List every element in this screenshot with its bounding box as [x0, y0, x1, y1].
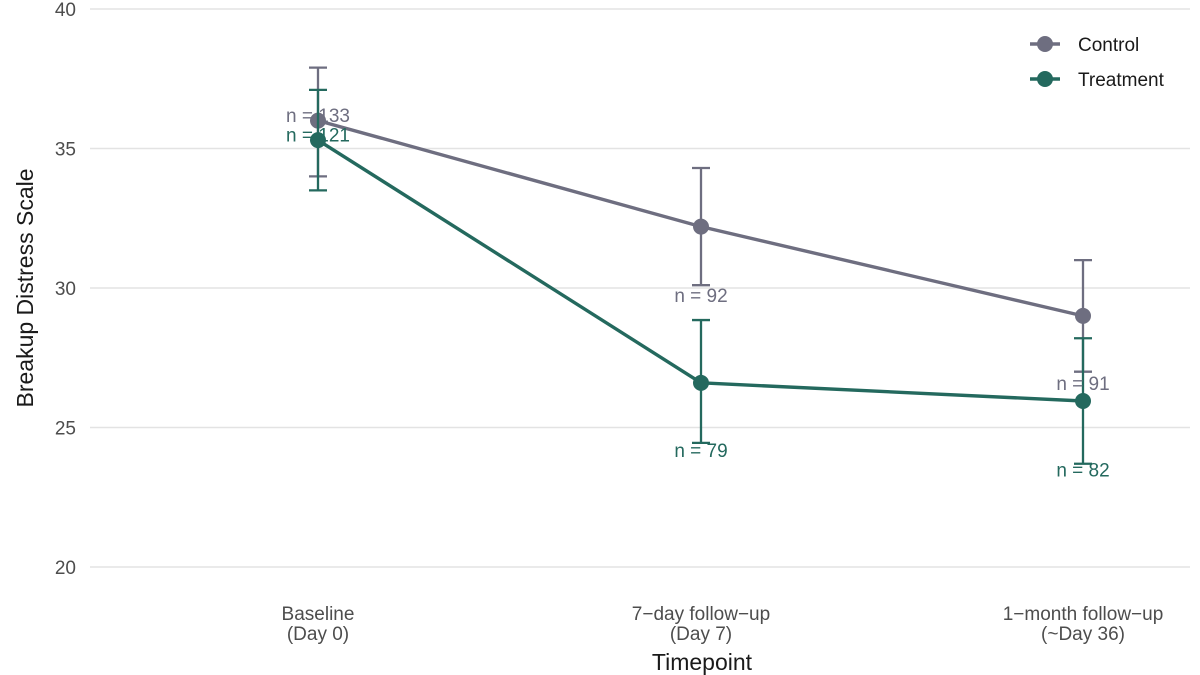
x-tick-label: 7−day follow−up: [632, 604, 770, 625]
legend-item: Control: [1030, 35, 1139, 56]
y-tick-label: 30: [55, 279, 76, 300]
y-tick-label: 40: [55, 0, 76, 21]
n-label: n = 91: [1056, 374, 1109, 395]
y-tick-label: 25: [55, 419, 76, 440]
data-point: [693, 218, 709, 235]
x-axis-title: Timepoint: [652, 649, 753, 675]
n-label: n = 121: [286, 126, 350, 147]
y-tick-label: 20: [55, 558, 76, 579]
n-labels: n = 133 n = 92 n = 91 n = 121 n = 79 n = 82: [286, 106, 1110, 481]
gridlines: [90, 8, 1190, 568]
legend-marker: [1037, 36, 1053, 52]
x-tick-label: 1−month follow−up: [1003, 604, 1164, 625]
data-point: [310, 132, 326, 149]
legend-label: Treatment: [1078, 70, 1165, 91]
series-layer: [309, 66, 1092, 465]
n-label: n = 133: [286, 106, 350, 127]
x-tick-label: Baseline: [282, 604, 355, 625]
legend: Control Treatment: [1030, 35, 1165, 91]
n-label: n = 82: [1056, 460, 1109, 481]
legend-item: Treatment: [1030, 70, 1165, 91]
legend-marker: [1037, 71, 1053, 87]
data-point: [1075, 307, 1091, 324]
x-axis-ticks: Baseline(Day 0) 7−day follow−up(Day 7) 1−m…: [282, 604, 1164, 645]
x-tick-label: (~Day 36): [1041, 624, 1125, 645]
x-tick-label: (Day 0): [287, 624, 349, 645]
n-label: n = 79: [674, 441, 727, 462]
data-point: [1075, 392, 1091, 409]
data-point: [693, 374, 709, 391]
legend-label: Control: [1078, 35, 1139, 56]
n-label: n = 92: [674, 286, 727, 307]
x-tick-label: (Day 7): [670, 624, 732, 645]
y-tick-label: 35: [55, 140, 76, 161]
series-treatment: [309, 88, 1092, 465]
y-axis-title: Breakup Distress Scale: [12, 168, 38, 407]
y-axis-ticks: 20 25 30 35 40: [55, 0, 76, 579]
